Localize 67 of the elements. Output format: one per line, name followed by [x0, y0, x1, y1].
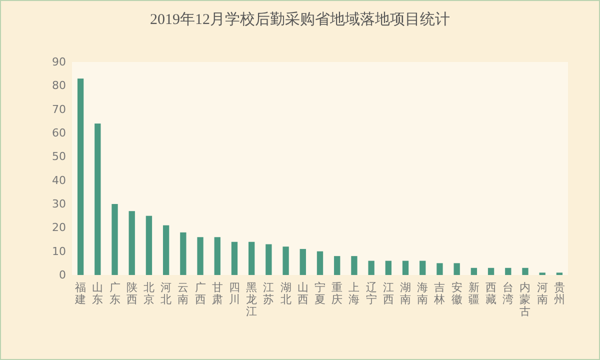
y-tick-label: 40	[52, 174, 66, 187]
x-tick-label: 广西	[194, 281, 206, 306]
x-tick-label: 重庆	[332, 281, 343, 306]
bar	[197, 237, 204, 275]
x-tick-label: 陕西	[126, 281, 138, 306]
x-tick-label: 上海	[348, 281, 360, 306]
x-tick-label: 新疆	[468, 281, 480, 306]
x-tick-label: 四川	[228, 281, 240, 306]
bar	[128, 211, 135, 275]
bar	[266, 244, 272, 275]
x-tick-label: 内蒙古	[520, 281, 531, 318]
bar	[385, 260, 392, 275]
bar	[351, 256, 358, 275]
bar	[282, 246, 289, 275]
y-tick-label: 90	[52, 56, 66, 68]
bar	[300, 248, 306, 275]
x-tick-label: 云南	[178, 281, 189, 306]
bar	[436, 263, 443, 275]
y-tick-label: 80	[52, 79, 66, 92]
x-tick-label: 广东	[109, 281, 120, 306]
bar	[77, 78, 84, 275]
x-tick-label: 甘肃	[212, 281, 223, 306]
bar	[112, 204, 118, 275]
chart-title: 2019年12月学校后勤采购省地域落地项目统计	[150, 11, 450, 28]
bar	[162, 225, 170, 275]
bar	[505, 268, 512, 275]
x-tick-label: 江西	[382, 281, 394, 306]
x-tick-label: 福建	[74, 281, 86, 306]
x-tick-label: 北京	[143, 281, 154, 306]
bar	[231, 242, 238, 275]
y-tick-label: 70	[52, 102, 66, 116]
y-tick-label: 60	[52, 126, 66, 140]
bar	[454, 263, 460, 275]
x-tick-label: 湖南	[400, 281, 412, 306]
bar	[316, 251, 324, 275]
x-tick-label: 西藏	[486, 281, 497, 306]
bar	[180, 232, 186, 275]
bar	[420, 260, 426, 275]
x-tick-label: 湖北	[280, 281, 292, 306]
bar	[488, 268, 494, 275]
bar	[402, 260, 409, 275]
y-tick-label: 0	[59, 268, 66, 282]
x-tick-label: 河南	[536, 281, 548, 306]
x-tick-label: 江苏	[263, 281, 274, 306]
x-tick-label: 宁夏	[314, 281, 326, 306]
x-tick-label: 辽宁	[366, 281, 377, 306]
x-tick-label: 海南	[417, 281, 428, 306]
bar	[368, 260, 374, 275]
x-tick-label: 黑龙江	[246, 281, 258, 318]
bar	[334, 256, 340, 275]
y-tick-label: 20	[52, 221, 66, 234]
y-tick-label: 30	[52, 198, 66, 210]
bar	[94, 124, 101, 275]
bar	[214, 237, 220, 275]
x-tick-label: 台湾	[502, 281, 514, 306]
bar	[470, 268, 478, 275]
x-tick-label: 山东	[92, 281, 104, 306]
x-tick-label: 吉林	[433, 281, 446, 306]
x-tick-label: 山西	[297, 281, 308, 306]
x-tick-label: 河北	[160, 281, 172, 306]
y-tick-label: 50	[52, 150, 66, 164]
y-tick-label: 10	[52, 244, 66, 258]
x-tick-label: 安徽	[451, 281, 462, 306]
bar	[522, 268, 528, 275]
bar	[146, 216, 152, 275]
x-tick-label: 贵州	[554, 281, 565, 306]
bar	[248, 242, 255, 275]
